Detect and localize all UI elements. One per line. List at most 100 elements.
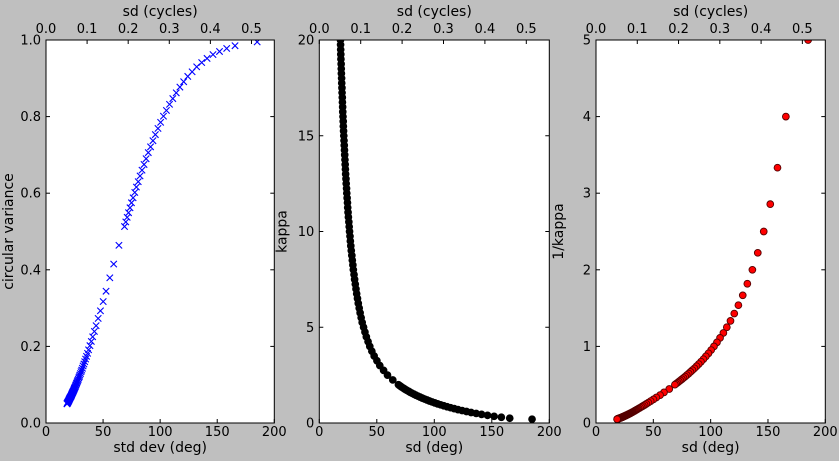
x-tick-label: 50 (645, 425, 662, 440)
data-point-x-marker (140, 160, 148, 169)
top-tick-label: 0.5 (516, 22, 537, 37)
data-point-x-marker (169, 95, 177, 103)
data-point-dot (730, 309, 739, 318)
data-point-x-marker (123, 213, 131, 221)
top-tick-label: 0.4 (475, 22, 496, 37)
data-point-dot (753, 248, 762, 257)
x-tick-label: 0 (42, 425, 50, 440)
x-ticks-bottom (45, 419, 275, 423)
x-axis-label: std dev (deg) (113, 440, 207, 456)
data-point-x-marker (79, 362, 87, 370)
x-ticks-top (595, 40, 803, 44)
data-point-dot (759, 227, 768, 236)
y-tick-label: 5 (306, 321, 314, 336)
y-tick-label: 0.8 (20, 110, 41, 125)
data-point-dot (743, 279, 752, 288)
data-point-dot (804, 40, 812, 44)
inv-kappa-markers (613, 40, 812, 423)
x-ticks-bottom (318, 419, 550, 423)
data-point-x-marker (126, 204, 134, 212)
top-tick-label: 0.1 (77, 22, 98, 37)
data-point-x-marker (253, 40, 261, 46)
circular-variance-markers (63, 40, 261, 408)
y-tick-label: 0 (306, 417, 314, 432)
data-point-dot (773, 163, 782, 172)
y-axis-label: kappa (274, 210, 290, 253)
data-point-dot (613, 415, 621, 423)
top-tick-label: 0.2 (668, 22, 689, 37)
top-tick-label: 0.2 (392, 22, 413, 37)
data-point-dot (388, 376, 397, 384)
y-tick-label: 20 (298, 34, 315, 49)
x-tick-label: 150 (205, 425, 230, 440)
data-point-dot (782, 112, 790, 121)
data-point-x-marker (231, 42, 239, 50)
data-point-x-marker (198, 59, 206, 67)
data-point-dot (394, 380, 403, 389)
top-tick-label: 0.5 (241, 22, 262, 37)
data-point-x-marker (86, 342, 94, 350)
data-point-x-marker (172, 89, 180, 97)
top-tick-label: 0.3 (159, 22, 180, 37)
top-axis-title: sd (cycles) (123, 4, 198, 20)
data-point-x-marker (176, 83, 184, 91)
x-tick-label: 150 (479, 425, 504, 440)
y-tick-label: 2 (583, 263, 591, 278)
y-axis-label: 1/kappa (551, 203, 567, 259)
data-point-dot (722, 323, 731, 332)
data-point-x-marker (120, 222, 129, 231)
data-point-x-marker (144, 149, 152, 157)
data-point-x-marker (87, 337, 95, 346)
plot-area (596, 40, 826, 423)
data-point-x-marker (80, 360, 88, 368)
x-tick-label: 0 (315, 425, 323, 440)
x-axis-label: sd (deg) (682, 440, 740, 456)
data-point-x-marker (129, 194, 137, 202)
data-point-x-marker (209, 50, 217, 59)
data-point-dot (665, 385, 674, 393)
data-point-x-marker (154, 124, 162, 133)
data-point-x-marker (134, 178, 142, 186)
data-point-x-marker (162, 106, 171, 115)
data-point-x-marker (138, 166, 146, 174)
data-point-x-marker (180, 78, 188, 86)
y-tick-label: 0.4 (20, 263, 41, 278)
top-axis-title: sd (cycles) (673, 4, 748, 20)
data-point-x-marker (203, 54, 211, 62)
x-tick-label: 0 (592, 425, 600, 440)
y-axis-label: circular variance (1, 173, 17, 290)
top-tick-label: 0.0 (309, 22, 330, 37)
data-point-dot (505, 414, 514, 423)
data-point-dot (490, 412, 498, 421)
panel-kappa: 0 50 100 150 200 0.0 0.1 0.2 0.3 0.4 0.5 0 5 10 15 20 sd… (274, 4, 561, 456)
data-point-x-marker (110, 260, 118, 268)
y-tick-label: 0.2 (20, 340, 41, 355)
data-point-dot (738, 291, 747, 300)
x-tick-label: 100 (422, 425, 447, 440)
data-point-x-marker (63, 400, 71, 408)
x-tick-label: 200 (537, 425, 562, 440)
data-point-x-marker (127, 199, 136, 207)
top-tick-label: 0.4 (200, 22, 221, 37)
data-point-x-marker (99, 298, 107, 306)
plot-area (319, 40, 550, 423)
y-tick-label: 1.0 (20, 34, 41, 49)
top-tick-label: 0.2 (118, 22, 139, 37)
y-tick-label: 0.6 (20, 187, 41, 202)
y-ticks (319, 39, 550, 424)
data-point-x-marker (223, 44, 231, 53)
panel-circular-variance: 0 50 100 150 200 0.0 0.1 0.2 0.3 0.4 0.5 0.0 0.2 0.4 0… (1, 4, 287, 456)
top-tick-label: 0.4 (751, 22, 772, 37)
y-ticks (46, 39, 275, 424)
top-axis-title: sd (cycles) (397, 4, 472, 20)
x-tick-label: 100 (698, 425, 723, 440)
x-tick-label: 200 (262, 425, 287, 440)
top-tick-label: 0.5 (792, 22, 813, 37)
data-point-x-marker (122, 218, 130, 226)
data-point-x-marker (96, 307, 105, 315)
y-tick-label: 5 (583, 34, 591, 49)
top-tick-label: 0.0 (36, 22, 57, 37)
x-axis-label: sd (deg) (405, 440, 463, 456)
x-ticks-top (45, 40, 252, 44)
